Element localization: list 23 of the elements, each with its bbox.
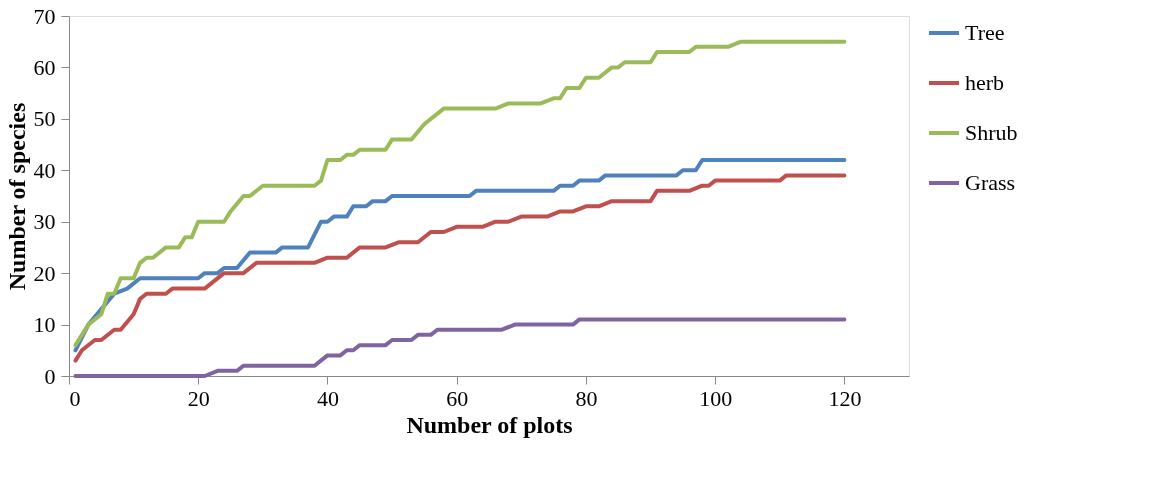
x-tick-label: 120 [828, 385, 862, 411]
y-tick-label: 40 [33, 157, 56, 183]
y-tick-label: 60 [33, 54, 56, 80]
line-series [73, 39, 847, 348]
x-tick-label: 80 [575, 385, 598, 411]
legend-label: Shrub [965, 120, 1018, 145]
legend-label: herb [965, 70, 1005, 95]
y-tick-label: 0 [44, 363, 56, 389]
legend-label: Tree [965, 20, 1005, 45]
y-tick-label: 20 [33, 260, 56, 286]
x-tick-label: 60 [446, 385, 469, 411]
y-tick-label: 30 [33, 209, 56, 235]
y-tick-label: 70 [33, 3, 56, 29]
x-tick-label: 20 [187, 385, 210, 411]
y-tick-label: 50 [33, 106, 56, 132]
x-axis-title: Number of plots [406, 411, 573, 438]
x-tick-label: 0 [69, 385, 81, 411]
x-tick-label: 40 [316, 385, 339, 411]
legend-label: Grass [965, 170, 1016, 195]
line-series [73, 317, 847, 378]
x-tick-label: 100 [699, 385, 733, 411]
y-tick-label: 10 [33, 312, 56, 338]
y-axis-title: Number of species [3, 102, 30, 291]
